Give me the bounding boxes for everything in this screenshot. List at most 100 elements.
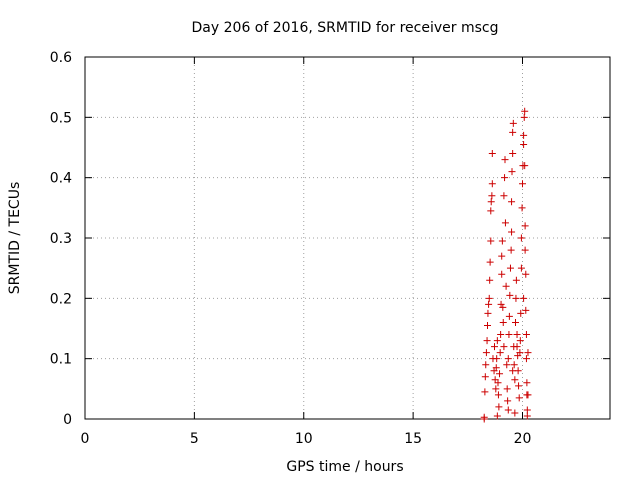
x-tick-label: 20 [514,431,532,447]
y-tick-label: 0.5 [50,110,72,126]
y-tick-label: 0.3 [50,231,72,247]
data-point [521,246,529,254]
data-point [498,270,506,278]
x-tick-label: 15 [404,431,422,447]
y-tick-label: 0.1 [50,352,72,368]
x-axis-label: GPS time / hours [286,459,403,475]
data-point [487,198,495,206]
y-axis-label: SRMTID / TECUs [7,182,23,295]
data-point [486,276,494,284]
data-point [498,237,506,245]
data-point [520,294,528,302]
data-point [512,294,520,302]
data-point [488,192,496,200]
data-point [524,349,532,357]
data-point [513,331,521,339]
data-point [481,388,489,396]
data-point [511,376,519,384]
data-point [503,361,511,369]
data-point [482,349,490,357]
data-point [510,361,518,369]
data-point [512,318,519,326]
data-point [504,397,512,405]
data-point [520,113,528,121]
data-point [497,300,505,308]
x-tick-label: 5 [190,431,199,447]
plot-frame [84,56,611,420]
data-point [484,321,491,329]
data-point [501,219,509,227]
data-point [499,318,507,326]
data-point [506,291,514,299]
data-point [501,156,509,164]
data-point [488,150,496,158]
data-point [492,364,500,372]
data-point [484,309,492,317]
data-point [515,382,523,390]
data-point [521,162,529,170]
data-point [501,174,509,182]
data-point [522,331,530,339]
data-point [485,294,493,302]
data-point [502,282,510,290]
data-point [487,237,495,245]
data-point [505,331,513,339]
data-point [481,373,489,381]
data-point [508,168,516,176]
data-point [509,150,517,158]
data-point [500,343,508,351]
data-point [496,349,504,357]
data-point [507,246,515,254]
data-point [504,406,512,414]
data-point [482,361,490,369]
data-point [496,370,504,378]
data-point [509,128,517,136]
data-points [480,107,532,423]
data-point [513,343,521,351]
data-point [523,406,531,414]
data-point [522,270,530,278]
data-point [487,207,495,215]
data-point [524,391,532,399]
data-point [519,180,526,188]
axis-ticks [84,56,610,420]
data-point [520,140,528,148]
data-point [515,394,523,402]
x-tick-label: 10 [295,431,313,447]
data-point [503,385,511,393]
data-point [521,107,529,115]
grid [85,57,610,419]
data-point [517,264,525,272]
y-tick-label: 0.6 [50,50,72,66]
data-point [518,204,526,212]
data-point [506,264,514,272]
data-point [521,222,529,230]
data-point [493,355,501,363]
data-point [493,412,501,420]
data-point [492,385,500,393]
data-point [517,309,525,317]
data-point [494,391,502,399]
data-point [497,331,505,339]
data-point [491,376,499,384]
axis-tick-labels: 0 0.1 0.2 0.3 0.4 0.5 0.6 0 5 10 15 20 [50,50,532,447]
data-point [486,258,494,266]
data-point [504,355,512,363]
y-tick-label: 0 [63,412,72,428]
data-point [509,119,517,127]
data-point [516,349,524,357]
data-point [483,337,491,345]
data-point [493,337,501,345]
y-tick-label: 0.4 [50,171,72,187]
data-point [517,234,525,242]
data-point [495,403,503,411]
data-point [508,198,516,206]
data-point [500,192,508,200]
x-tick-label: 0 [81,431,90,447]
data-point [491,343,498,351]
data-point [512,276,520,284]
data-point [509,367,517,375]
data-point [498,252,506,260]
data-point [488,180,496,188]
